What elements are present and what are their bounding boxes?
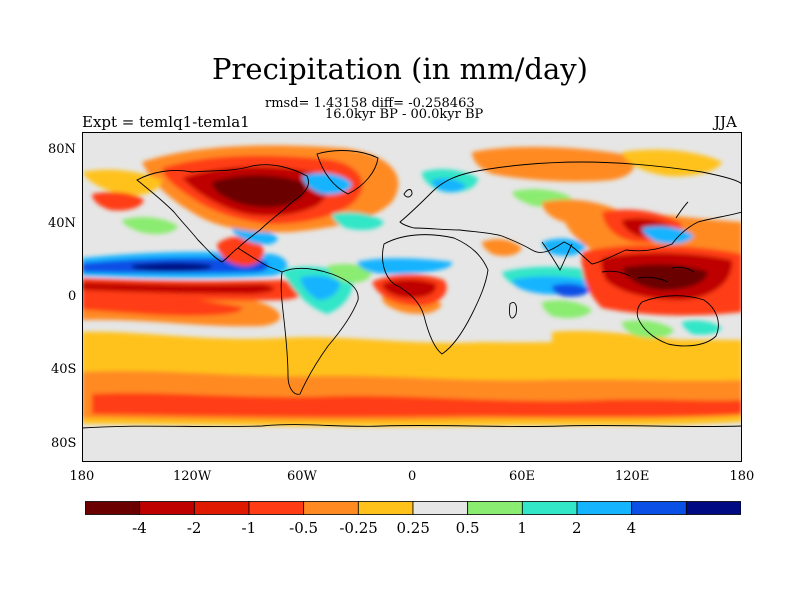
central-america-coast	[237, 247, 283, 273]
australia-coast	[636, 295, 719, 347]
period-line: 16.0kyr BP - 00.0kyr BP	[325, 107, 484, 122]
colorbar-label: 2	[572, 519, 582, 537]
colorbar-swatch	[631, 501, 687, 515]
arctic-orange	[622, 149, 722, 177]
colorbar-label: -0.25	[339, 519, 378, 537]
south-pacific-cyan	[682, 320, 722, 335]
europe-blue	[432, 178, 466, 193]
lon-label-60e: 60E	[509, 469, 536, 484]
north-pacific-red-spot	[92, 192, 144, 211]
colorbar-swatch	[303, 501, 359, 515]
colorbar-swatch	[85, 501, 141, 515]
lon-label-60w: 60W	[287, 469, 317, 484]
lat-label-40s: 40S	[51, 362, 77, 378]
season-label: JJA	[714, 113, 737, 131]
north-pacific-orange	[82, 169, 162, 196]
colorbar-swatch	[357, 501, 414, 515]
colorbar-label: -1	[241, 519, 257, 537]
colorbar-label: -2	[186, 519, 202, 537]
lat-label-80s: 80S	[51, 435, 77, 451]
coastlines	[82, 150, 742, 429]
map-frame	[82, 132, 742, 462]
lon-label-120e: 120E	[615, 469, 650, 484]
india-coast	[541, 241, 573, 271]
south-america-coast	[280, 267, 359, 395]
experiment-label: Expt = temlq1-temla1	[82, 113, 250, 131]
colorbar-label: 4	[626, 519, 637, 537]
greenland-coast	[316, 150, 379, 195]
bay-of-bengal-blue	[542, 238, 586, 256]
colorbar-swatch	[412, 501, 469, 515]
colorbar-swatch	[139, 501, 195, 515]
lon-label-180w: 180	[69, 469, 95, 484]
colorbar-label: 0.5	[455, 519, 480, 537]
maritime-continent-maroon	[622, 264, 708, 290]
laurentide-maroon	[212, 175, 306, 208]
central-america-red	[217, 236, 264, 266]
lon-label-180e: 180	[729, 469, 755, 484]
south-indian-orange	[552, 330, 682, 360]
map-title: Precipitation (in mm/day)	[212, 52, 588, 86]
lon-label-120w: 120W	[173, 469, 212, 484]
lat-label-80n: 80N	[48, 142, 76, 158]
indian-ocean-south-green	[542, 300, 592, 318]
north-america-green	[122, 217, 178, 234]
stats-line: rmsd= 1.43158 diff= -0.258463	[265, 96, 475, 111]
east-africa-orange	[482, 239, 522, 256]
colorbar-swatch	[521, 501, 578, 515]
siberia-orange	[472, 146, 635, 182]
precipitation-field	[82, 145, 742, 427]
colorbar-label: -0.5	[289, 519, 319, 537]
north-pacific-west-blue	[642, 226, 694, 244]
colorbar-swatch	[193, 501, 250, 515]
africa-coast	[382, 234, 489, 355]
lat-label-equator: 0	[68, 289, 77, 304]
antarctica-coast	[82, 424, 742, 429]
southern-ocean-red-band	[92, 393, 742, 417]
colorbar-swatch	[685, 501, 741, 515]
australia-green	[622, 320, 674, 338]
sahel-blue	[357, 258, 453, 274]
lat-label-40n: 40N	[48, 215, 76, 231]
indonesia-coast	[601, 266, 695, 283]
colorbar-swatch	[576, 501, 633, 515]
north-america-coast	[136, 164, 309, 263]
amazon-green	[327, 264, 372, 283]
south-america-blue	[300, 275, 340, 300]
indian-ocean-royal	[552, 283, 590, 297]
colorbar	[85, 501, 741, 515]
gulf-of-guinea-darkred	[382, 279, 437, 298]
colorbar-swatch	[467, 501, 523, 515]
asia-orange	[542, 199, 622, 224]
colorbar-label: 1	[517, 519, 527, 537]
colorbar-swatch	[248, 501, 305, 515]
east-pacific-itcz-navy	[132, 262, 213, 271]
colorbar-label: 0.25	[396, 519, 430, 537]
colorbar-label: -4	[132, 519, 147, 537]
lon-label-0: 0	[408, 469, 417, 484]
south-pacific-red	[82, 291, 243, 316]
precipitation-map	[82, 132, 742, 462]
east-pacific-south-darkred	[82, 282, 275, 294]
british-isles-coast	[403, 189, 413, 198]
eurasia-coast	[399, 161, 742, 265]
madagascar-coast	[509, 302, 517, 319]
japan-coast	[675, 201, 689, 219]
caribbean-cyan	[332, 212, 384, 230]
